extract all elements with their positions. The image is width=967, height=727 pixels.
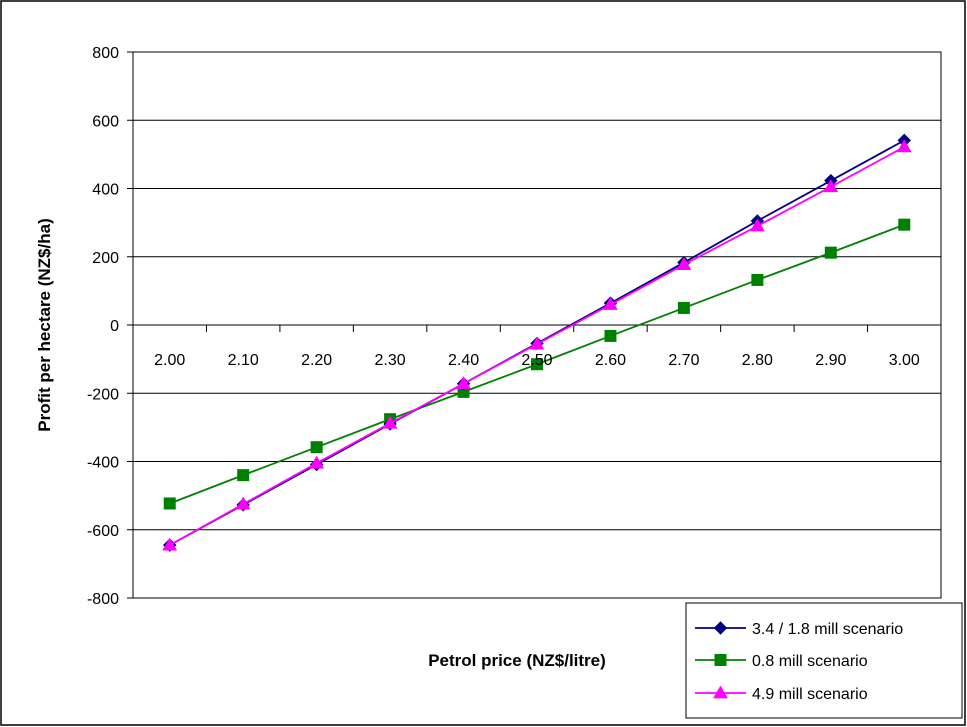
data-point (529, 336, 545, 350)
series-triangle (162, 139, 912, 551)
y-tick-label: 400 (92, 182, 119, 199)
axes (127, 51, 942, 599)
x-tick-label: 2.10 (228, 352, 259, 369)
data-point (676, 257, 692, 270)
y-tick-label: -800 (87, 591, 119, 608)
x-tick-label: 2.80 (742, 352, 773, 369)
y-tick-label: 200 (92, 250, 119, 267)
data-point (235, 496, 251, 510)
data-point (237, 469, 250, 482)
x-tick-label: 2.90 (815, 352, 846, 369)
y-tick-label: 600 (92, 113, 119, 130)
y-tick-label: 800 (92, 45, 119, 62)
data-point (604, 329, 617, 342)
legend: 3.4 / 1.8 mill scenario 0.8 mill scenario… (685, 602, 963, 719)
data-point (310, 441, 323, 454)
data-point (824, 246, 837, 259)
x-tick-label: 2.40 (448, 352, 479, 369)
x-tick-label: 2.60 (595, 352, 626, 369)
data-point (162, 537, 178, 551)
data-point (531, 358, 543, 371)
data-point (382, 415, 398, 429)
data-point (456, 376, 471, 390)
x-tick-label: 3.00 (889, 352, 920, 369)
data-point (677, 301, 690, 314)
x-tick-label: 2.00 (154, 352, 185, 369)
data-point (896, 139, 912, 153)
data-point (163, 497, 176, 510)
x-tick-label: 2.50 (521, 352, 552, 369)
legend-marker (713, 685, 728, 699)
data-point (309, 455, 324, 469)
data-point (603, 297, 618, 310)
legend-marker (714, 654, 727, 666)
tick-labels: -800 -600 -400 -200 0 200 400 600 800 2.00 2.10 2.2… (87, 45, 920, 608)
y-tick-label: 0 (110, 318, 119, 335)
series-square (163, 218, 911, 510)
data-point (898, 218, 911, 231)
x-tick-label: 2.30 (375, 352, 406, 369)
legend-label: 3.4 / 1.8 mill scenario (752, 621, 903, 638)
data-point (823, 179, 839, 193)
legend-label: 4.9 mill scenario (752, 686, 868, 703)
x-tick-label: 2.70 (668, 352, 699, 369)
x-tick-label: 2.20 (301, 352, 332, 369)
data-point (750, 218, 765, 232)
data-point (751, 273, 764, 286)
legend-label: 0.8 mill scenario (752, 653, 868, 670)
y-axis-title: Profit per hectare (NZ$/ha) (35, 218, 54, 432)
series (162, 133, 912, 552)
y-tick-label: -200 (87, 386, 119, 403)
legend-marker (713, 621, 728, 635)
y-tick-label: -400 (87, 455, 119, 472)
y-tick-label: -600 (87, 523, 119, 540)
x-axis-title: Petrol price (NZ$/litre) (428, 651, 606, 670)
